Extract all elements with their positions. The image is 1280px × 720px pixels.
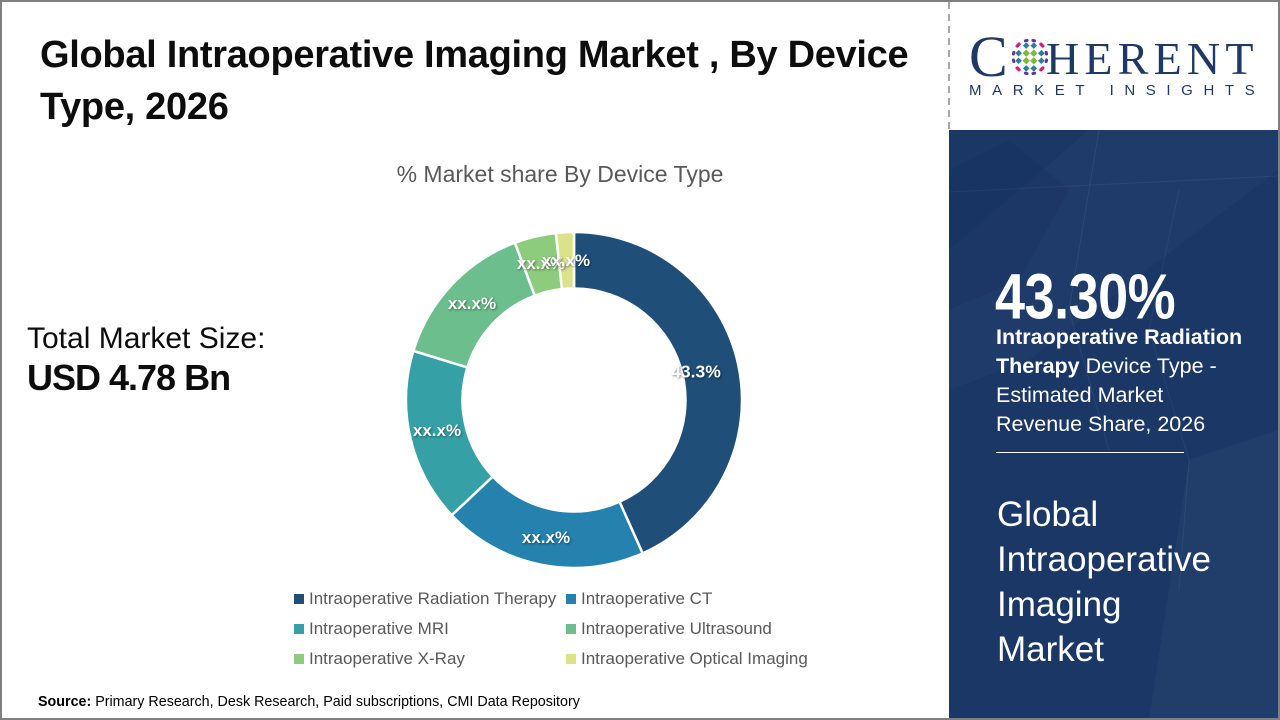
svg-text:C: C (969, 24, 1008, 89)
svg-text:HERENT: HERENT (1046, 33, 1259, 84)
svg-text:MARKET INSIGHTS: MARKET INSIGHTS (969, 82, 1265, 99)
